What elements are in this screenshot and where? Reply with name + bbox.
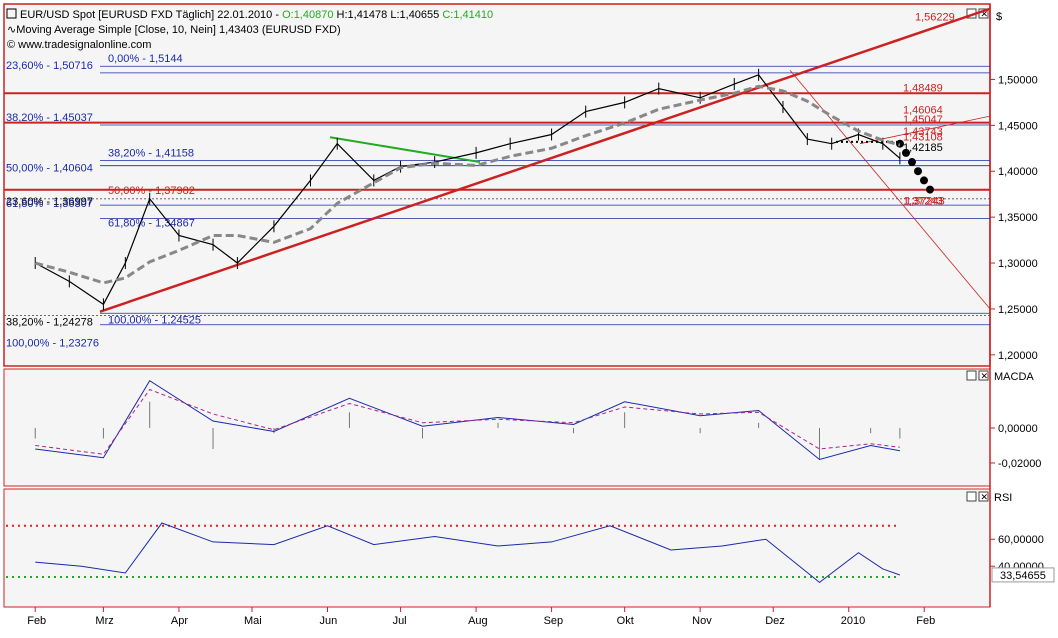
y-tick-label: 60,00000 (998, 534, 1044, 546)
close-icon[interactable] (978, 370, 989, 381)
right-level-label: 1,45047 (903, 114, 943, 126)
x-tick-label: Dez (765, 615, 785, 627)
y-tick-label: 1,40000 (998, 166, 1038, 178)
fib-level-label: 23,60% - 1,50716 (6, 60, 93, 72)
right-level-label: 1,42185 (903, 142, 943, 154)
projection-dot (914, 167, 922, 176)
x-tick-label: Feb (916, 615, 935, 627)
fib-level-label: 0,00% - 1,5144 (108, 53, 183, 65)
macd-label: MACDA (994, 371, 1034, 383)
right-level-label: 1,48489 (903, 82, 943, 94)
rsi-last-value-box (991, 567, 1055, 583)
x-tick-label: Sep (544, 615, 564, 627)
svg-text:✕: ✕ (981, 9, 989, 19)
right-level-label: 1,43108 (903, 132, 943, 144)
x-tick-label: Mrz (95, 615, 113, 627)
right-level-label: 1,56229 (915, 11, 955, 23)
y-tick-label: 1,30000 (998, 258, 1038, 270)
svg-text:EUR/USD Spot [EURUSD FXD Tägl: EUR/USD Spot [EURUSD FXD Täglich] 22.01.… (20, 9, 493, 21)
macd-panel (3, 368, 991, 487)
header: EUR/USD Spot [EURUSD FXD Täglich] 22.01.… (6, 8, 1002, 51)
right-level-label: 1,46064 (903, 105, 943, 117)
chart-marks: 1,20000 1,25000 1,30000 1,35000 1,40000 1,450… (4, 7, 1055, 627)
moving-average-line (34, 84, 901, 285)
fib-level-label: 38,20% - 1,24278 (6, 317, 93, 329)
x-tick-label: Mai (244, 615, 262, 627)
rsi-last-value: 33,54655 (1000, 570, 1046, 582)
fib-level-label: 50,00% - 1,37982 (108, 185, 195, 197)
fib-level-label: 38,20% - 1,41158 (108, 148, 194, 160)
projection-dot (902, 148, 910, 157)
svg-text:✕: ✕ (981, 492, 989, 502)
y-tick-label: 1,20000 (998, 350, 1038, 362)
close-icon[interactable] (978, 491, 989, 502)
right-level-label: 1,37243 (905, 196, 945, 208)
x-tick-label: Nov (692, 615, 712, 627)
y-tick-label: 1,45000 (998, 120, 1038, 132)
x-tick-label: Feb (27, 615, 46, 627)
fib-level-label: 61,80% - 1,36307 (6, 198, 93, 210)
fib-level-label: 61,80% - 1,34867 (108, 217, 195, 229)
ma-icon: ∿ (7, 24, 16, 36)
x-tick-label: Jun (320, 615, 338, 627)
website-text: © www.tradesignalonline.com (7, 39, 151, 51)
fib-level-label: 50,00% - 1,40604 (6, 163, 93, 175)
x-tick-label: 2010 (841, 615, 865, 627)
maximize-icon[interactable] (966, 491, 977, 502)
y-tick-label: -0,02000 (998, 458, 1041, 470)
y-tick-label: 0,00000 (998, 423, 1038, 435)
high-value: H:1,41478 (337, 9, 388, 21)
macd-panel-buttons[interactable]: ✕ (966, 370, 989, 381)
right-level-label: 1,43743 (903, 126, 943, 138)
x-tick-label: Apr (171, 615, 188, 627)
trendline-support (99, 7, 991, 313)
x-tick-label: Jul (393, 615, 407, 627)
signal-line (35, 388, 900, 455)
symbol-line: EUR/USD Spot [EURUSD FXD Täglich] 22.01.… (20, 9, 282, 21)
rsi-label: RSI (994, 492, 1012, 504)
rsi-panel (3, 488, 991, 608)
fib-level-label: 100,00% - 1,24525 (108, 314, 201, 326)
y-tick-label: 1,25000 (998, 304, 1038, 316)
x-tick-label: Okt (617, 615, 634, 627)
fib-level-label: 38,20% - 1,45037 (6, 112, 93, 124)
currency-label: $ (996, 11, 1002, 23)
projection-dot (920, 176, 928, 185)
fib-level-label: 23,60% - 1,36997 (6, 196, 93, 208)
ma-line: ∿Moving Average Simple [Close, 10, Nein]… (7, 24, 341, 36)
projection-dot (926, 185, 934, 194)
x-tick-label: Aug (468, 615, 488, 627)
svg-text:✕: ✕ (981, 371, 989, 381)
macd-line (35, 380, 900, 461)
projection-dot (908, 158, 916, 167)
open-value: O:1,40870 (282, 9, 333, 21)
rsi-line (35, 522, 901, 584)
right-level-label: 1,37243 (903, 196, 943, 208)
fib-level-label: 100,00% - 1,23276 (6, 338, 99, 350)
maximize-icon[interactable] (966, 370, 977, 381)
y-tick-label: 1,35000 (998, 212, 1038, 224)
chart-icon (6, 8, 17, 19)
y-tick-label: 1,50000 (998, 74, 1038, 86)
close-value: C:1,41410 (442, 9, 493, 21)
low-value: L:1,40655 (390, 9, 439, 21)
rsi-panel-buttons[interactable]: ✕ (966, 491, 989, 502)
